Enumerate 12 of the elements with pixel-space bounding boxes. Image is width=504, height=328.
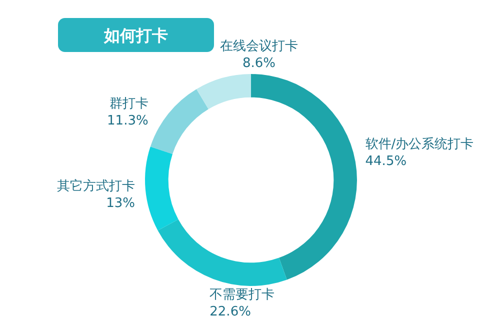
slice-label: 软件/办公系统打卡 — [365, 137, 474, 152]
data-label: 13% — [106, 196, 135, 212]
data-label: 22.6% — [210, 304, 251, 320]
data-label: 44.5% — [365, 154, 407, 170]
data-label: 8.6% — [242, 56, 276, 71]
title: 如何打卡 — [58, 18, 214, 52]
slice-label: 其它方式打卡 — [57, 178, 135, 194]
data-label: 11.3% — [107, 113, 148, 128]
slice-label: 群打卡 — [109, 96, 148, 112]
chart-title: 如何打卡 — [103, 26, 168, 45]
slice-label: 不需要打卡 — [210, 287, 275, 302]
slice-label: 在线会议打卡 — [220, 39, 298, 54]
